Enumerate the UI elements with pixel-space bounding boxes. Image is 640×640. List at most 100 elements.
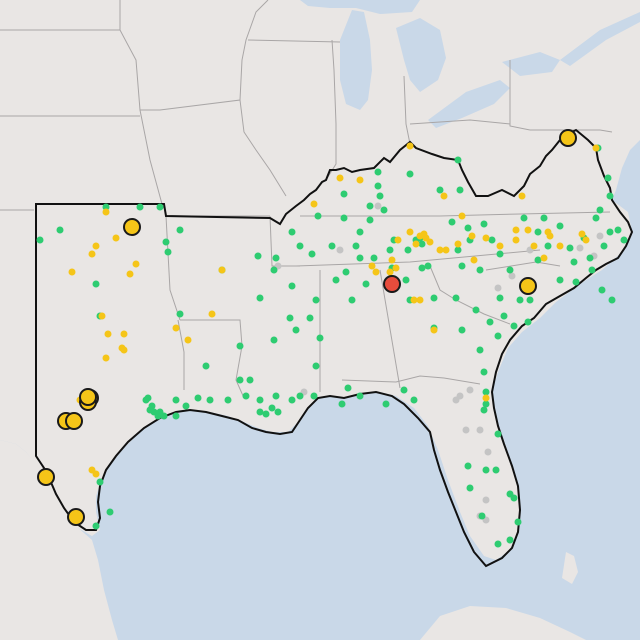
green-marker[interactable]: [480, 406, 488, 414]
yellow-marker[interactable]: [368, 262, 376, 270]
green-marker[interactable]: [410, 396, 418, 404]
yellow-marker[interactable]: [406, 228, 414, 236]
green-marker[interactable]: [274, 408, 282, 416]
green-marker[interactable]: [376, 192, 384, 200]
green-marker[interactable]: [286, 314, 294, 322]
yellow-marker[interactable]: [416, 296, 424, 304]
green-marker[interactable]: [242, 392, 250, 400]
green-marker[interactable]: [482, 388, 490, 396]
green-marker[interactable]: [482, 466, 490, 474]
green-marker[interactable]: [164, 248, 172, 256]
large-red-marker[interactable]: [383, 275, 401, 293]
gray-marker[interactable]: [462, 426, 470, 434]
green-marker[interactable]: [370, 254, 378, 262]
gray-marker[interactable]: [484, 448, 492, 456]
green-marker[interactable]: [520, 214, 528, 222]
green-marker[interactable]: [312, 362, 320, 370]
yellow-marker[interactable]: [524, 226, 532, 234]
green-marker[interactable]: [402, 276, 410, 284]
green-marker[interactable]: [236, 342, 244, 350]
green-marker[interactable]: [566, 244, 574, 252]
green-marker[interactable]: [506, 536, 514, 544]
green-marker[interactable]: [270, 266, 278, 274]
green-marker[interactable]: [534, 228, 542, 236]
green-marker[interactable]: [588, 266, 596, 274]
green-marker[interactable]: [356, 392, 364, 400]
green-marker[interactable]: [404, 246, 412, 254]
green-marker[interactable]: [36, 236, 44, 244]
large-yellow-marker[interactable]: [65, 412, 83, 430]
large-yellow-marker[interactable]: [123, 218, 141, 236]
green-marker[interactable]: [332, 276, 340, 284]
green-marker[interactable]: [156, 408, 164, 416]
green-marker[interactable]: [256, 408, 264, 416]
yellow-marker[interactable]: [440, 192, 448, 200]
green-marker[interactable]: [172, 412, 180, 420]
gray-marker[interactable]: [466, 386, 474, 394]
green-marker[interactable]: [494, 430, 502, 438]
yellow-marker[interactable]: [482, 394, 490, 402]
green-marker[interactable]: [592, 214, 600, 222]
yellow-marker[interactable]: [592, 144, 600, 152]
yellow-marker[interactable]: [92, 242, 100, 250]
yellow-marker[interactable]: [92, 470, 100, 478]
green-marker[interactable]: [96, 478, 104, 486]
green-marker[interactable]: [202, 362, 210, 370]
green-marker[interactable]: [246, 376, 254, 384]
green-marker[interactable]: [604, 174, 612, 182]
green-marker[interactable]: [418, 240, 426, 248]
green-marker[interactable]: [500, 312, 508, 320]
green-marker[interactable]: [296, 392, 304, 400]
green-marker[interactable]: [400, 386, 408, 394]
yellow-marker[interactable]: [372, 268, 380, 276]
yellow-marker[interactable]: [406, 142, 414, 150]
yellow-marker[interactable]: [454, 240, 462, 248]
yellow-marker[interactable]: [436, 246, 444, 254]
green-marker[interactable]: [516, 296, 524, 304]
green-marker[interactable]: [614, 226, 622, 234]
yellow-marker[interactable]: [172, 324, 180, 332]
green-marker[interactable]: [380, 206, 388, 214]
green-marker[interactable]: [102, 203, 110, 211]
green-marker[interactable]: [480, 220, 488, 228]
yellow-marker[interactable]: [496, 242, 504, 250]
green-marker[interactable]: [366, 216, 374, 224]
green-marker[interactable]: [254, 252, 262, 260]
yellow-marker[interactable]: [336, 174, 344, 182]
green-marker[interactable]: [340, 214, 348, 222]
yellow-marker[interactable]: [470, 256, 478, 264]
green-marker[interactable]: [272, 392, 280, 400]
green-marker[interactable]: [156, 203, 164, 211]
green-marker[interactable]: [464, 462, 472, 470]
large-yellow-marker[interactable]: [37, 468, 55, 486]
green-marker[interactable]: [466, 484, 474, 492]
green-marker[interactable]: [374, 168, 382, 176]
green-marker[interactable]: [148, 402, 156, 410]
green-marker[interactable]: [92, 280, 100, 288]
yellow-marker[interactable]: [98, 312, 106, 320]
yellow-marker[interactable]: [112, 234, 120, 242]
green-marker[interactable]: [366, 202, 374, 210]
green-marker[interactable]: [268, 404, 276, 412]
yellow-marker[interactable]: [218, 266, 226, 274]
yellow-marker[interactable]: [208, 310, 216, 318]
green-marker[interactable]: [224, 396, 232, 404]
green-marker[interactable]: [162, 238, 170, 246]
green-marker[interactable]: [506, 266, 514, 274]
yellow-marker[interactable]: [556, 242, 564, 250]
green-marker[interactable]: [540, 214, 548, 222]
green-marker[interactable]: [496, 294, 504, 302]
green-marker[interactable]: [176, 310, 184, 318]
yellow-marker[interactable]: [512, 236, 520, 244]
green-marker[interactable]: [544, 242, 552, 250]
green-marker[interactable]: [452, 294, 460, 302]
green-marker[interactable]: [348, 296, 356, 304]
green-marker[interactable]: [308, 250, 316, 258]
yellow-marker[interactable]: [482, 234, 490, 242]
green-marker[interactable]: [176, 226, 184, 234]
green-marker[interactable]: [486, 318, 494, 326]
green-marker[interactable]: [314, 212, 322, 220]
green-marker[interactable]: [288, 282, 296, 290]
green-marker[interactable]: [418, 264, 426, 272]
